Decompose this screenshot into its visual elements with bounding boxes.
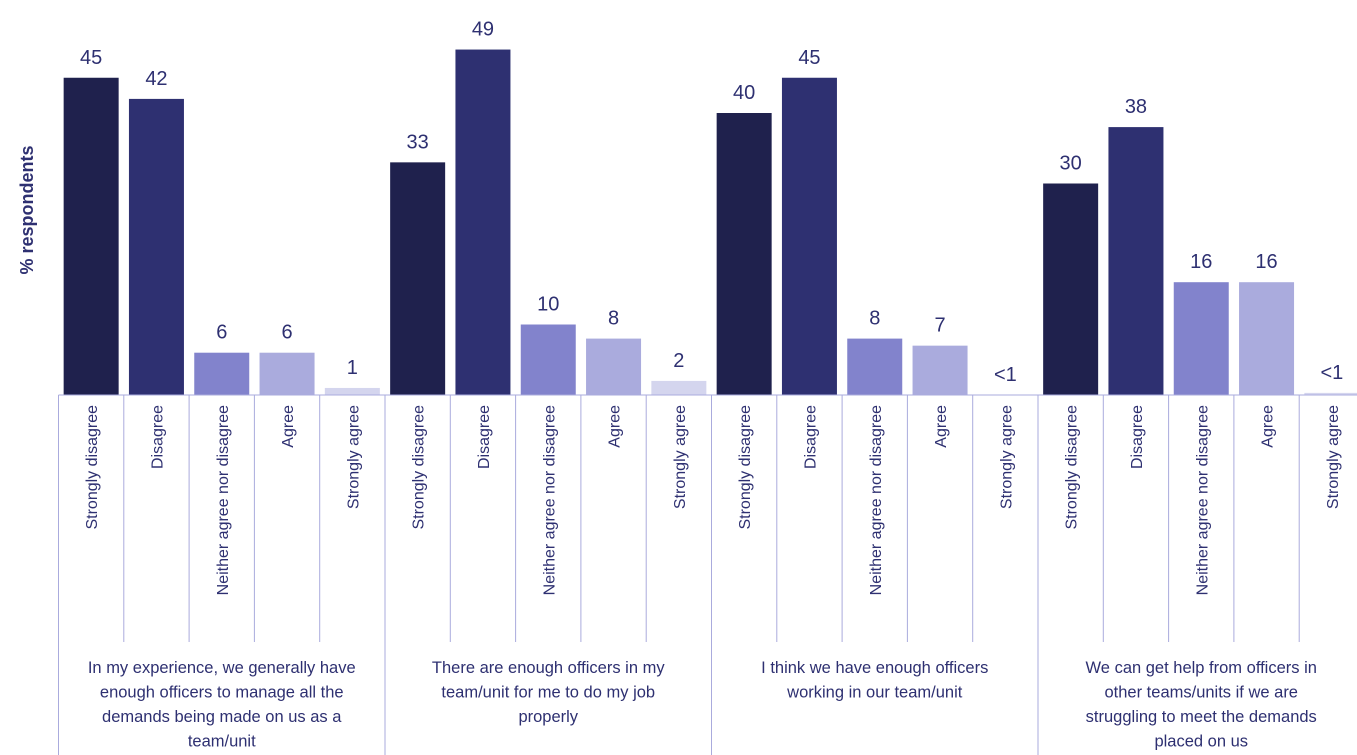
value-label: 7 [934,315,945,337]
value-label: <1 [1320,362,1343,384]
value-label: 10 [537,294,559,316]
category-tick-label: Disagree [149,405,166,469]
category-tick-label: Strongly agree [672,405,689,509]
bar-2-4 [586,338,642,395]
group-label-line: There are enough officers in my [432,659,665,677]
category-tick-label: Strongly disagree [737,405,754,530]
bar-1-2 [128,98,184,396]
bar-4-2 [1108,127,1164,395]
value-label: 16 [1255,251,1277,273]
group-label-line: We can get help from officers in [1086,659,1317,677]
category-axis [58,394,1357,755]
bar-4-3 [1173,282,1229,395]
category-tick-label: Neither agree nor disagree [1194,405,1211,595]
bar-4-4 [1239,282,1295,395]
bars-layer [63,49,1357,396]
bar-2-1 [390,162,446,395]
bar-1-1 [63,77,119,395]
value-label: 33 [407,131,429,153]
group-label-line: struggling to meet the demands [1086,708,1317,726]
category-tick-label: Disagree [1129,405,1146,469]
group-label-line: In my experience, we generally have [88,659,356,677]
value-label: 2 [673,350,684,372]
group-label-line: properly [518,708,578,726]
value-label: <1 [994,364,1017,386]
labels-layer: 45 Strongly disagree 42 Disagree 6 Neither ag… [80,19,1343,751]
category-tick-label: Strongly agree [998,405,1015,509]
value-label: 6 [281,322,292,344]
value-label: 8 [869,308,880,330]
value-label: 8 [608,308,619,330]
category-tick-label: Neither agree nor disagree [541,405,558,595]
category-tick-label: Disagree [802,405,819,469]
value-label: 1 [347,357,358,379]
category-tick-label: Strongly disagree [84,405,101,530]
group-label-line: other teams/units if we are [1104,684,1298,702]
group-label-line: I think we have enough officers [761,659,988,677]
category-tick-label: Strongly disagree [1064,405,1081,530]
bar-1-3 [194,352,250,395]
value-label: 16 [1190,251,1212,273]
category-tick-label: Neither agree nor disagree [215,405,232,595]
bar-3-4 [912,345,968,395]
category-tick-label: Agree [933,405,950,448]
group-label-line: enough officers to manage all the [100,684,344,702]
category-tick-label: Agree [607,405,624,448]
bar-4-5 [1304,392,1357,395]
category-tick-label: Agree [280,405,297,448]
bar-1-4 [259,352,315,395]
value-label: 6 [216,322,227,344]
group-label-line: working in our team/unit [786,684,963,702]
bar-4-1 [1043,183,1099,395]
value-label: 38 [1125,96,1147,118]
group-label-line: team/unit for me to do my job [441,684,655,702]
value-label: 45 [80,47,102,69]
group-label-line: demands being made on us as a [102,708,342,726]
bar-2-3 [520,324,576,395]
bar-3-2 [781,77,837,395]
category-tick-label: Neither agree nor disagree [868,405,885,595]
value-label: 49 [472,19,494,41]
bar-2-2 [455,49,511,396]
group-label-line: team/unit [188,733,256,751]
y-axis-label: % respondents [17,145,37,274]
bar-2-5 [651,380,707,395]
category-tick-label: Disagree [476,405,493,469]
bar-1-5 [324,387,380,395]
category-tick-label: Agree [1260,405,1277,448]
value-label: 42 [145,68,167,90]
category-tick-label: Strongly disagree [411,405,428,530]
value-label: 40 [733,82,755,104]
group-label-line: placed on us [1154,733,1248,751]
category-tick-label: Strongly agree [1325,405,1342,509]
category-tick-label: Strongly agree [345,405,362,509]
value-label: 45 [798,47,820,69]
bar-3-3 [847,338,903,395]
bar-3-1 [716,113,772,395]
value-label: 30 [1060,153,1082,175]
